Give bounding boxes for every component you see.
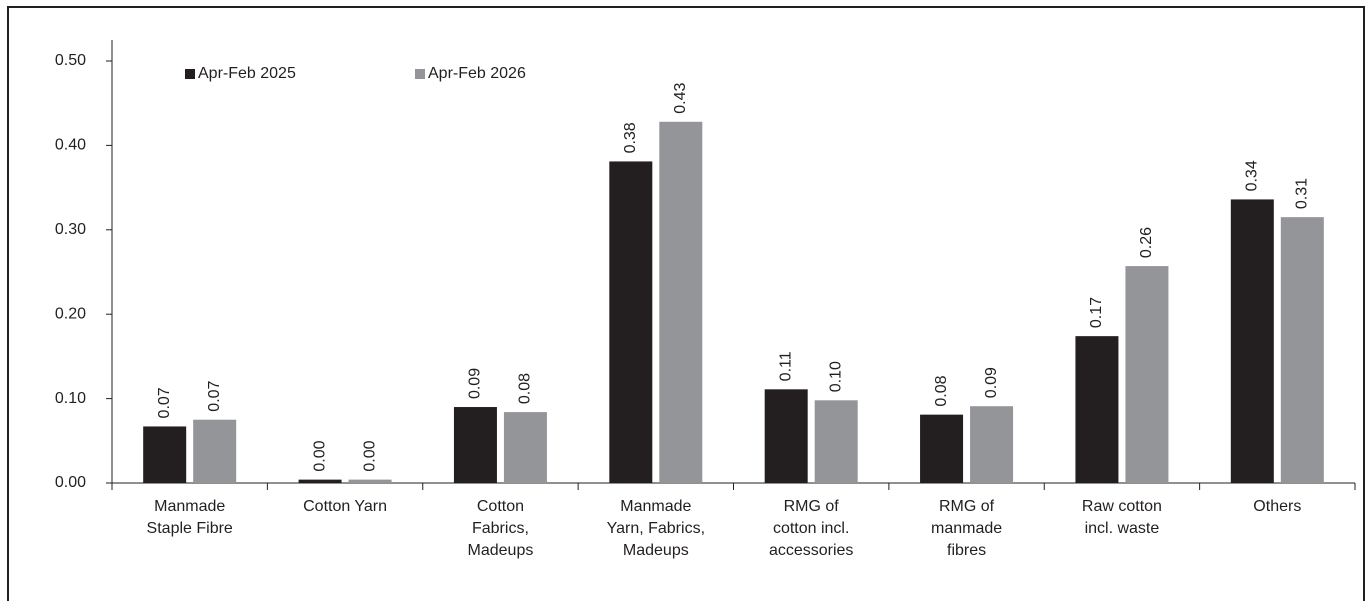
y-tick-label: 0.30 — [55, 221, 86, 238]
y-tick-label: 0.00 — [55, 474, 86, 491]
x-tick-label: Manmade Staple Fibre — [146, 498, 233, 537]
bar — [1280, 217, 1324, 483]
value-label: 0.17 — [1088, 297, 1105, 328]
legend-label: Apr-Feb 2025 — [198, 65, 296, 82]
frame — [7, 6, 1365, 601]
x-tick-label: Cotton Fabrics, Madeups — [467, 498, 534, 559]
bar — [298, 479, 342, 483]
bar — [970, 406, 1014, 483]
value-label: 0.38 — [622, 122, 639, 153]
x-tick-label: Cotton Yarn — [303, 498, 388, 515]
bar — [1075, 336, 1119, 483]
value-label: 0.07 — [156, 387, 173, 418]
value-label: 0.07 — [206, 380, 223, 411]
value-label: 0.34 — [1244, 160, 1261, 191]
x-tick-label: RMG of manmade fibres — [930, 498, 1003, 559]
bar — [453, 407, 497, 483]
value-label: 0.10 — [827, 361, 844, 392]
value-label: 0.09 — [983, 367, 1000, 398]
bar — [659, 121, 703, 483]
x-tick-label: Others — [1253, 498, 1302, 515]
bar — [143, 426, 187, 483]
x-tick-label: RMG of cotton incl. accessories — [768, 498, 854, 559]
bar — [193, 419, 237, 483]
value-label: 0.11 — [777, 351, 794, 381]
legend-label: Apr-Feb 2026 — [428, 65, 526, 82]
bar — [764, 389, 808, 483]
legend-swatch — [415, 69, 425, 79]
y-tick-label: 0.40 — [55, 137, 86, 154]
y-tick-label: 0.50 — [55, 52, 86, 69]
value-label: 0.09 — [467, 368, 484, 399]
value-label: 0.08 — [517, 373, 534, 404]
value-label: 0.43 — [672, 83, 689, 114]
value-label: 0.31 — [1294, 178, 1311, 209]
value-label: 0.00 — [311, 440, 328, 471]
value-label: 0.00 — [361, 440, 378, 471]
bar — [348, 479, 392, 483]
bar — [503, 412, 547, 483]
value-label: 0.08 — [933, 375, 950, 406]
bar — [1230, 199, 1274, 483]
bar — [609, 161, 653, 483]
bar — [920, 414, 964, 483]
value-label: 0.26 — [1138, 227, 1155, 258]
bar — [814, 400, 858, 483]
x-tick-label: Manmade Yarn, Fabrics, Madeups — [606, 498, 706, 559]
x-tick-label: Raw cotton incl. waste — [1081, 498, 1162, 537]
y-tick-label: 0.20 — [55, 305, 86, 322]
legend-swatch — [185, 69, 195, 79]
bar — [1125, 266, 1169, 483]
y-tick-label: 0.10 — [55, 390, 86, 407]
